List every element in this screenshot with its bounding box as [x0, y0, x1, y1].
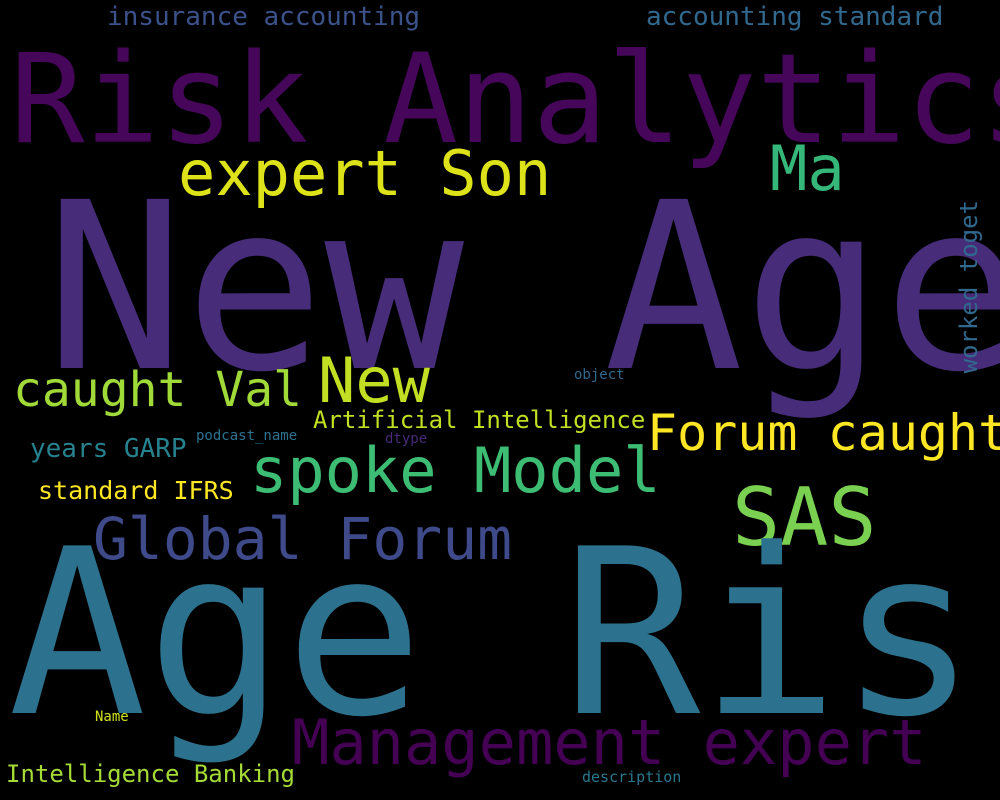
word: Global Forum	[93, 505, 513, 573]
word: SAS	[732, 471, 877, 564]
word: Ma	[770, 132, 845, 205]
word: object	[574, 367, 625, 383]
word: caught Val	[13, 362, 302, 418]
word: Forum caught	[647, 404, 1000, 462]
word: New Age	[45, 153, 1000, 423]
word: standard IFRS	[38, 476, 234, 505]
word: Artificial Intelligence	[313, 406, 646, 434]
word: dtype	[385, 431, 428, 447]
word: Risk Analytics	[10, 28, 1000, 172]
word: spoke Model	[250, 434, 661, 507]
word: New	[318, 344, 430, 417]
word: expert Son	[178, 137, 552, 210]
word: accounting standard	[646, 2, 944, 32]
word: Management expert	[292, 706, 927, 779]
word: insurance accounting	[107, 2, 421, 32]
word: years GARP	[30, 434, 187, 464]
word: description	[582, 768, 682, 786]
word: podcast_name	[196, 428, 298, 444]
word: Intelligence Banking	[6, 760, 295, 788]
word: Age Risk	[8, 501, 1000, 768]
word: Name	[95, 709, 129, 725]
word: worked toget	[955, 200, 983, 374]
